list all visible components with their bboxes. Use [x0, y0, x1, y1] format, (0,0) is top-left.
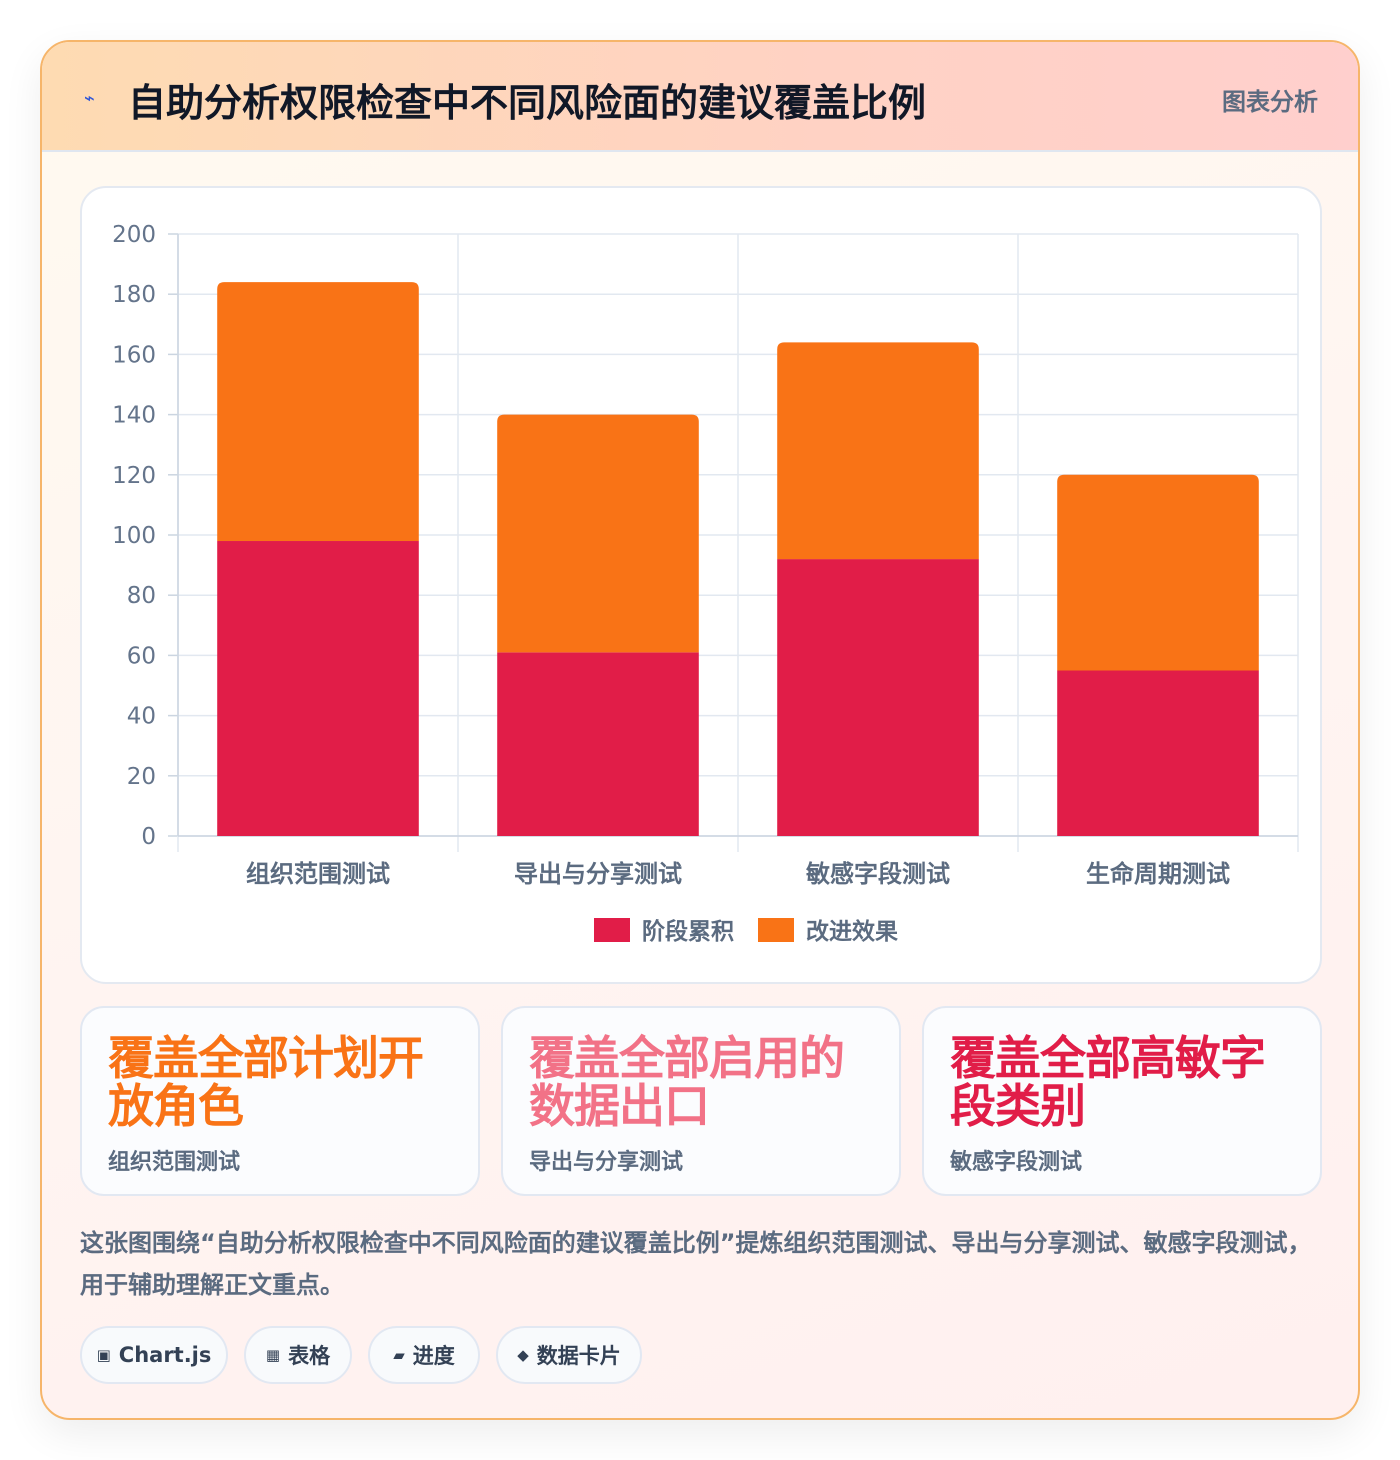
y-tick-label: 100 — [112, 523, 156, 549]
bar-segment — [217, 282, 419, 542]
legend-label: 阶段累积 — [642, 918, 734, 945]
stat-label: 组织范围测试 — [108, 1150, 241, 1175]
x-tick-label: 生命周期测试 — [1086, 860, 1230, 888]
y-tick-label: 140 — [112, 403, 156, 429]
bar-segment — [497, 414, 699, 653]
lightning-icon: ⌁ — [84, 88, 95, 109]
bar-segment — [777, 342, 979, 560]
bar-segment — [217, 541, 419, 836]
pill-progress[interactable]: ▰ 进度 — [368, 1326, 480, 1384]
pill-label: Chart.js — [118, 1343, 212, 1367]
stat-label: 敏感字段测试 — [950, 1150, 1083, 1175]
bar-segment — [777, 559, 979, 836]
chart-description: 这张图围绕“自助分析权限检查中不同风险面的建议覆盖比例”提炼组织范围测试、导出与… — [80, 1229, 1312, 1299]
card-header: ⌁ 自助分析权限检查中不同风险面的建议覆盖比例 图表分析 — [42, 42, 1358, 152]
bar-segment — [1057, 670, 1259, 836]
y-tick-label: 200 — [112, 222, 156, 248]
y-tick-label: 80 — [127, 583, 156, 609]
chart-icon: ▣ — [96, 1346, 111, 1364]
legend-swatch — [594, 918, 630, 942]
table-icon: ▦ — [265, 1346, 281, 1364]
pill-chartjs[interactable]: ▣ Chart.js — [80, 1326, 228, 1384]
x-tick-label: 导出与分享测试 — [514, 860, 682, 888]
chart-analysis-tag: 图表分析 — [1222, 88, 1318, 116]
pill-table[interactable]: ▦ 表格 — [244, 1326, 352, 1384]
data-card-icon: ◆ — [517, 1346, 529, 1364]
stat-card-export-share: 覆盖全部启用的数据出口 导出与分享测试 — [501, 1006, 901, 1196]
x-tick-label: 敏感字段测试 — [805, 860, 950, 888]
x-tick-label: 组织范围测试 — [246, 860, 390, 888]
pill-label: 表格 — [288, 1344, 331, 1368]
pill-label: 数据卡片 — [536, 1344, 621, 1368]
stacked-bar-chart: 0 20 40 60 80 100 120 140 160 180 200 组织范围测试 导出与分享测试… — [112, 222, 1299, 945]
card-title: 自助分析权限检查中不同风险面的建议覆盖比例 — [128, 81, 927, 125]
stat-value: 覆盖全部计划开放角色 — [108, 1031, 424, 1133]
y-tick-label: 120 — [112, 463, 156, 489]
y-tick-label: 160 — [112, 342, 156, 368]
stat-value: 覆盖全部高敏字段类别 — [950, 1031, 1266, 1133]
legend-label: 改进效果 — [806, 918, 898, 945]
stat-value: 覆盖全部启用的数据出口 — [529, 1031, 845, 1133]
y-tick-label: 180 — [112, 282, 156, 308]
y-tick-label: 60 — [127, 643, 156, 669]
stat-card-org-scope: 覆盖全部计划开放角色 组织范围测试 — [80, 1006, 480, 1196]
pill-label: 进度 — [412, 1344, 455, 1368]
y-tick-label: 20 — [127, 764, 156, 790]
bar-segment — [1057, 474, 1259, 671]
legend-swatch — [758, 918, 794, 942]
chart-card: ⌁ 自助分析权限检查中不同风险面的建议覆盖比例 图表分析 0 20 40 60 80 10… — [40, 40, 1360, 1420]
bar-segment — [497, 652, 699, 836]
progress-icon: ▰ — [393, 1346, 405, 1364]
y-tick-label: 0 — [141, 824, 156, 850]
y-tick-label: 40 — [127, 704, 156, 730]
stat-label: 导出与分享测试 — [529, 1150, 684, 1175]
pill-data-card[interactable]: ◆ 数据卡片 — [496, 1326, 642, 1384]
stat-card-sensitive-fields: 覆盖全部高敏字段类别 敏感字段测试 — [922, 1006, 1322, 1196]
chart-panel: 0 20 40 60 80 100 120 140 160 180 200 组织范围测试 导出与分享测试… — [80, 186, 1322, 984]
